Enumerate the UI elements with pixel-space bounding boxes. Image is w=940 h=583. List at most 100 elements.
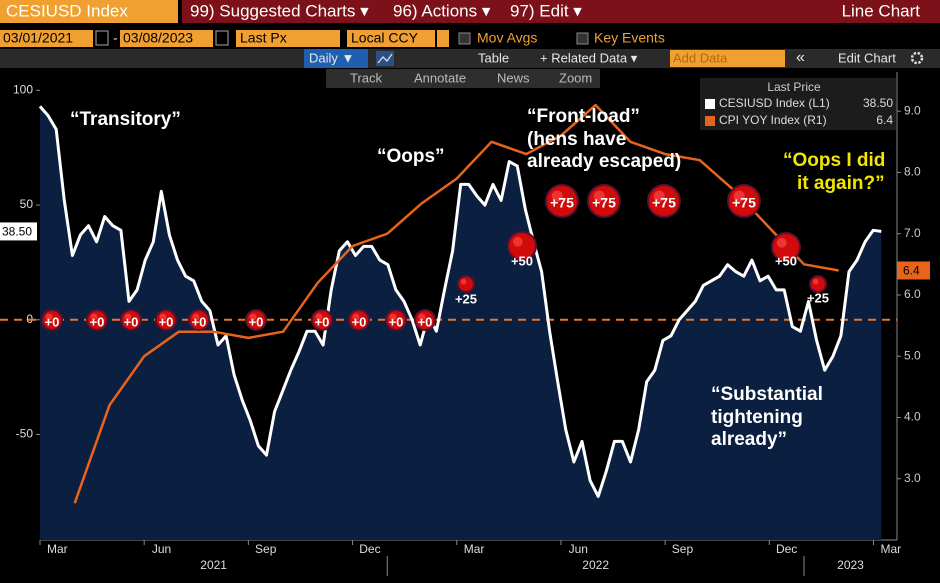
hike-label: +0 [418, 314, 433, 329]
hike-highlight [315, 313, 323, 321]
tool-bar [326, 69, 600, 88]
hike-label: +75 [550, 195, 574, 211]
hike-label: +25 [455, 291, 477, 306]
y-tick-label: 100 [13, 83, 33, 97]
check-label: Key Events [594, 30, 665, 46]
y2-tick-label: 6.0 [904, 287, 921, 301]
annotation: “Oops I did [783, 150, 885, 171]
currency-input[interactable] [347, 30, 435, 47]
x-tick-label: Mar [47, 542, 68, 556]
legend-label: CESIUSD Index (L1) [719, 96, 830, 110]
frequency: Daily ▼ [309, 50, 354, 65]
legend-swatch [705, 116, 715, 126]
security-box[interactable] [0, 0, 178, 23]
annotation: (hens have [527, 129, 626, 150]
annotation: already” [711, 429, 787, 450]
gear-icon[interactable] [910, 51, 924, 65]
x-tick-label: Dec [776, 542, 797, 556]
annotation: “Substantial [711, 384, 823, 405]
legend-box [700, 78, 896, 130]
line [73, 103, 839, 504]
hike-highlight [593, 190, 605, 202]
last-value-box [0, 222, 37, 241]
check-label: Mov Avgs [477, 30, 537, 46]
legend-label: CPI YOY Index (R1) [719, 113, 827, 127]
hike-highlight [551, 190, 563, 202]
tool[interactable]: Annotate [414, 70, 466, 85]
y2-tick-label: 3.0 [904, 471, 921, 485]
date-input[interactable] [0, 30, 93, 47]
y2-tick-label: 7.0 [904, 226, 921, 240]
hike-highlight [389, 313, 397, 321]
annotation: tightening [711, 407, 803, 428]
menu[interactable]: 96) Actions ▾ [393, 1, 491, 20]
menu[interactable]: 97) Edit ▾ [510, 1, 582, 20]
hike-label: +50 [511, 253, 533, 268]
hike-highlight [776, 237, 787, 248]
annotation: already escaped) [527, 151, 681, 172]
y-tick-label: 50 [20, 197, 34, 211]
y2-tick-label: 8.0 [904, 165, 921, 179]
dropdown[interactable] [437, 30, 449, 47]
legend-value: 38.50 [863, 96, 893, 110]
hike-label: +50 [775, 253, 797, 268]
currency: Local CCY [351, 30, 419, 46]
last-value-label: 38.50 [2, 225, 32, 239]
annotation: “Oops” [377, 146, 445, 167]
year-label: 2022 [582, 558, 609, 572]
hike-highlight [733, 190, 745, 202]
calendar-icon[interactable] [215, 30, 229, 46]
legend-title: Last Price [767, 80, 821, 94]
annotation: “Transitory” [70, 109, 181, 130]
hike-label: +0 [389, 314, 404, 329]
menu[interactable]: 99) Suggested Charts ▾ [190, 1, 369, 20]
hike-label: +0 [90, 314, 105, 329]
x-tick-label: Jun [569, 542, 588, 556]
hike-highlight [90, 313, 98, 321]
checkbox[interactable] [576, 32, 589, 45]
x-tick-label: Mar [881, 542, 902, 556]
hike-label: +0 [45, 314, 60, 329]
hike-highlight [192, 313, 200, 321]
field-input[interactable] [236, 30, 340, 47]
tool[interactable]: Zoom [559, 70, 592, 85]
hike-marker [457, 275, 475, 293]
annotation: “Front-load” [527, 106, 640, 127]
table-button[interactable]: Table [478, 50, 509, 65]
edit-chart[interactable]: Edit Chart [838, 50, 896, 65]
hike-label: +0 [159, 314, 174, 329]
hike-highlight [352, 313, 360, 321]
last-value-label: 6.4 [903, 264, 920, 278]
y-tick-label: -50 [16, 427, 34, 441]
hike-label: +0 [124, 314, 139, 329]
hike-highlight [512, 236, 523, 247]
hike-label: +25 [807, 290, 829, 305]
frequency-button[interactable] [304, 49, 368, 68]
legend-value: 6.4 [876, 113, 893, 127]
tool[interactable]: News [497, 70, 530, 85]
hike-label: +75 [732, 195, 756, 211]
x-tick-label: Sep [255, 542, 277, 556]
legend-swatch [705, 99, 715, 109]
y2-tick-label: 9.0 [904, 103, 921, 117]
hike-highlight [812, 278, 819, 285]
line-icon-glyph [377, 53, 393, 64]
date-start: 03/01/2021 [3, 30, 73, 46]
calendar-icon[interactable] [95, 30, 109, 46]
area [40, 106, 882, 541]
year-label: 2021 [200, 558, 227, 572]
x-tick-label: Mar [464, 542, 485, 556]
hike-label: +0 [249, 314, 264, 329]
collapse[interactable]: « [796, 49, 805, 66]
tool[interactable]: Track [350, 70, 383, 85]
date-end: 03/08/2023 [123, 30, 193, 46]
related-button[interactable]: + Related Data ▾ [540, 50, 638, 65]
checkbox[interactable] [458, 32, 471, 45]
date-input[interactable] [120, 30, 213, 47]
add-data: Add Data [673, 50, 728, 65]
menu-bar [182, 0, 940, 23]
hike-highlight [460, 278, 467, 285]
add-data-input[interactable] [670, 50, 785, 67]
x-tick-label: Dec [359, 542, 380, 556]
hike-highlight [124, 313, 132, 321]
